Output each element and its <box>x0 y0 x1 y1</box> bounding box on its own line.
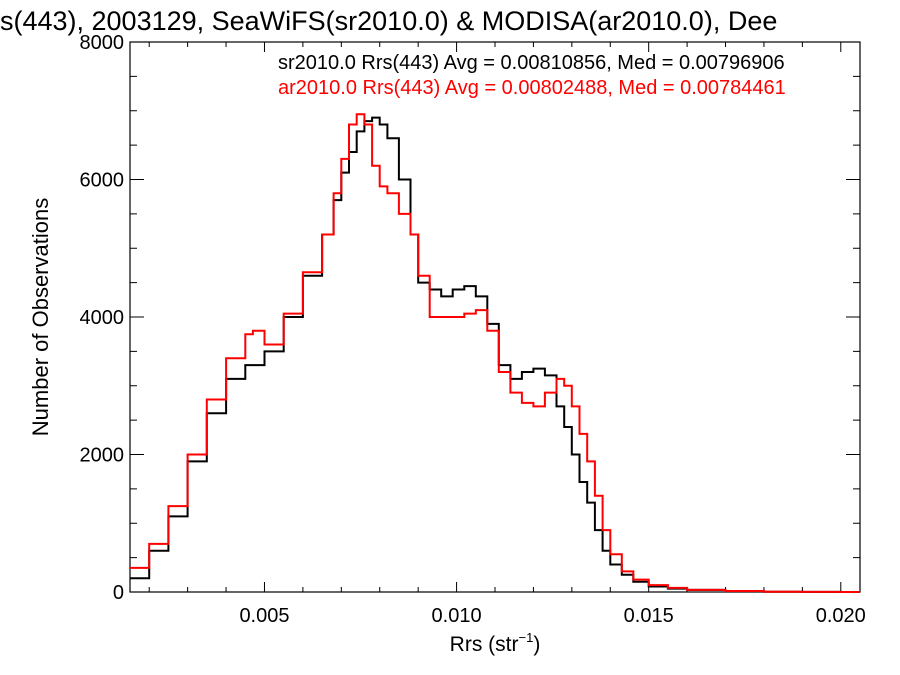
y-tick-label: 0 <box>113 582 124 604</box>
x-axis-label: Rrs (str−1) <box>450 630 541 656</box>
y-axis-label: Number of Observations <box>28 198 53 436</box>
plot-area-frame <box>129 41 861 593</box>
x-tick-label: 0.020 <box>816 605 866 627</box>
x-tick-label: 0.010 <box>432 605 482 627</box>
legend-entry-ar2010.0: ar2010.0 Rrs(443) Avg = 0.00802488, Med … <box>278 77 786 99</box>
x-axis-label-superscript: −1 <box>519 630 534 645</box>
y-tick-label: 8000 <box>80 32 125 54</box>
series-line-ar2010.0 <box>130 113 860 593</box>
x-tick-label: 0.005 <box>239 605 289 627</box>
series-line-sr2010.0 <box>130 116 860 593</box>
y-tick-label: 6000 <box>80 170 125 192</box>
chart-title: rs(443), 2003129, SeaWiFS(sr2010.0) & MO… <box>0 6 778 36</box>
legend-entry-sr2010.0: sr2010.0 Rrs(443) Avg = 0.00810856, Med … <box>278 52 785 74</box>
x-axis-label-main: Rrs (str <box>450 633 519 656</box>
x-tick-label: 0.015 <box>624 605 674 627</box>
x-axis-label-tail: ) <box>533 633 540 656</box>
y-tick-label: 4000 <box>80 307 125 329</box>
y-tick-label: 2000 <box>80 445 125 467</box>
